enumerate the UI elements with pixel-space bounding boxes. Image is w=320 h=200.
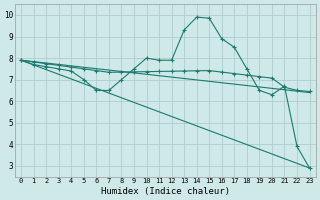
X-axis label: Humidex (Indice chaleur): Humidex (Indice chaleur) bbox=[101, 187, 230, 196]
